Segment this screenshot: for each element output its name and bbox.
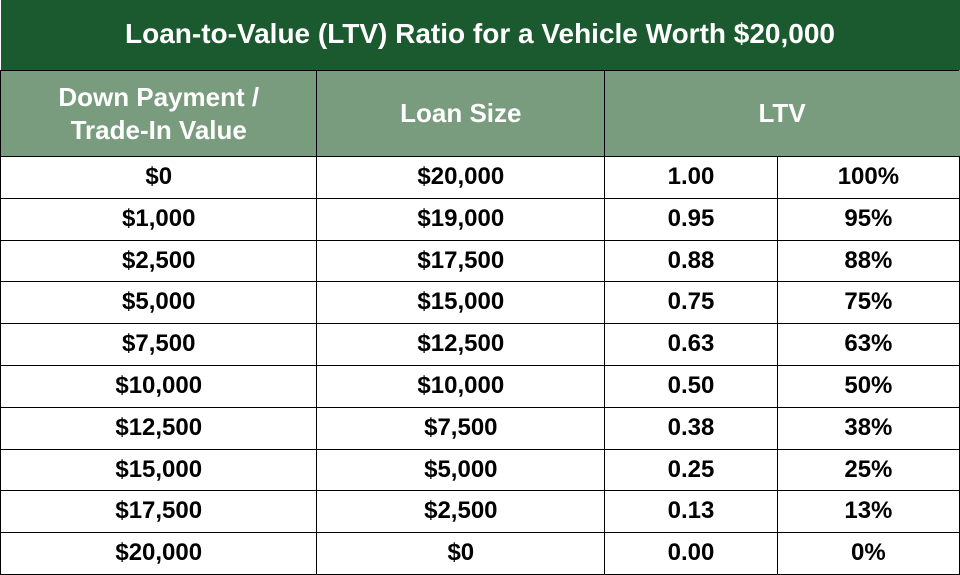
cell-down: $2,500 — [1, 240, 317, 282]
cell-loan: $5,000 — [317, 449, 605, 491]
table-row: $15,000$5,0000.2525% — [1, 449, 960, 491]
cell-loan: $15,000 — [317, 282, 605, 324]
cell-ratio: 0.95 — [605, 198, 778, 240]
cell-pct: 75% — [777, 282, 959, 324]
cell-loan: $17,500 — [317, 240, 605, 282]
table-row: $20,000$00.000% — [1, 533, 960, 575]
table-row: $5,000$15,0000.7575% — [1, 282, 960, 324]
table-row: $7,500$12,5000.6363% — [1, 324, 960, 366]
table-row: $12,500$7,5000.3838% — [1, 407, 960, 449]
table-row: $1,000$19,0000.9595% — [1, 198, 960, 240]
table-row: $17,500$2,5000.1313% — [1, 491, 960, 533]
cell-loan: $7,500 — [317, 407, 605, 449]
cell-down: $10,000 — [1, 365, 317, 407]
cell-ratio: 1.00 — [605, 157, 778, 199]
cell-down: $12,500 — [1, 407, 317, 449]
cell-pct: 63% — [777, 324, 959, 366]
header-row: Down Payment / Trade-In Value Loan Size … — [1, 71, 960, 157]
cell-loan: $0 — [317, 533, 605, 575]
cell-ratio: 0.13 — [605, 491, 778, 533]
cell-ratio: 0.25 — [605, 449, 778, 491]
cell-loan: $19,000 — [317, 198, 605, 240]
cell-pct: 88% — [777, 240, 959, 282]
cell-pct: 13% — [777, 491, 959, 533]
cell-down: $0 — [1, 157, 317, 199]
title-row: Loan-to-Value (LTV) Ratio for a Vehicle … — [1, 0, 960, 71]
cell-pct: 50% — [777, 365, 959, 407]
col-header-loan-size: Loan Size — [317, 71, 605, 157]
cell-down: $5,000 — [1, 282, 317, 324]
cell-loan: $10,000 — [317, 365, 605, 407]
table-body: $0$20,0001.00100%$1,000$19,0000.9595%$2,… — [1, 157, 960, 575]
cell-pct: 95% — [777, 198, 959, 240]
cell-down: $20,000 — [1, 533, 317, 575]
cell-pct: 0% — [777, 533, 959, 575]
table-row: $10,000$10,0000.5050% — [1, 365, 960, 407]
cell-down: $15,000 — [1, 449, 317, 491]
col-header-l2: Trade-In Value — [71, 115, 247, 145]
cell-ratio: 0.75 — [605, 282, 778, 324]
cell-ratio: 0.50 — [605, 365, 778, 407]
cell-loan: $20,000 — [317, 157, 605, 199]
table-row: $2,500$17,5000.8888% — [1, 240, 960, 282]
col-header-down-payment: Down Payment / Trade-In Value — [1, 71, 317, 157]
ltv-table: Loan-to-Value (LTV) Ratio for a Vehicle … — [0, 0, 960, 575]
cell-ratio: 0.00 — [605, 533, 778, 575]
cell-pct: 100% — [777, 157, 959, 199]
cell-ratio: 0.63 — [605, 324, 778, 366]
cell-down: $7,500 — [1, 324, 317, 366]
col-header-l1: Down Payment / — [58, 82, 259, 112]
cell-pct: 38% — [777, 407, 959, 449]
cell-ratio: 0.38 — [605, 407, 778, 449]
table-title: Loan-to-Value (LTV) Ratio for a Vehicle … — [1, 0, 960, 71]
table-row: $0$20,0001.00100% — [1, 157, 960, 199]
col-header-ltv: LTV — [605, 71, 960, 157]
cell-pct: 25% — [777, 449, 959, 491]
cell-down: $1,000 — [1, 198, 317, 240]
cell-loan: $12,500 — [317, 324, 605, 366]
cell-ratio: 0.88 — [605, 240, 778, 282]
cell-loan: $2,500 — [317, 491, 605, 533]
cell-down: $17,500 — [1, 491, 317, 533]
